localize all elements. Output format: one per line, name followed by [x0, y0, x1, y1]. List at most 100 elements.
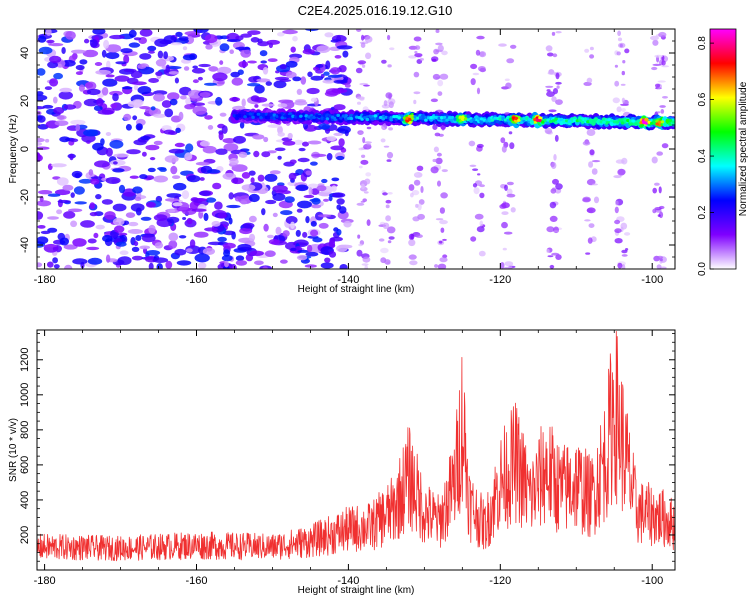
heatmap-cell	[166, 193, 182, 198]
heatmap-cell	[53, 96, 58, 104]
heatmap-cell	[154, 242, 164, 249]
heatmap-cell	[311, 204, 322, 209]
heatmap-cell	[381, 104, 391, 109]
heatmap-ridge-cell	[323, 117, 327, 121]
heatmap-cell	[262, 266, 268, 269]
snr-panel: -180 -160 -140 -120 -100 200 400 600 800 1000 1200…	[8, 329, 676, 596]
colorbar-tick-label: 0.6	[697, 92, 708, 106]
heatmap-ridge-cell	[392, 115, 396, 119]
heatmap-cell	[621, 157, 628, 165]
heatmap-ridge-cell	[543, 118, 548, 122]
heatmap-cell	[382, 222, 390, 229]
heatmap-cell	[356, 202, 365, 206]
heatmap-cell	[510, 207, 516, 213]
snr-y-axis-label: SNR (10 * v/v)	[8, 418, 19, 482]
heatmap-cell	[651, 156, 658, 164]
heatmap-cell	[656, 151, 663, 156]
heatmap-cell	[235, 46, 251, 51]
heatmap-cell	[223, 143, 239, 152]
heatmap-cell	[113, 161, 118, 165]
heatmap-cell	[83, 129, 99, 137]
heatmap-cell	[190, 197, 199, 203]
heatmap-cell	[306, 244, 313, 253]
heatmap-cell	[72, 238, 87, 247]
heatmap-cell	[112, 203, 127, 212]
heatmap-cell	[198, 63, 211, 68]
heatmap-cell	[412, 216, 420, 222]
heatmap-cell	[93, 232, 99, 239]
heatmap-ridge-cell	[413, 115, 418, 119]
heatmap-cells	[37, 29, 675, 269]
heatmap-cell	[336, 198, 345, 205]
heatmap-ridge-cell	[381, 117, 386, 121]
heatmap-cell	[263, 223, 269, 232]
heatmap-ridge-cell	[280, 116, 285, 120]
heatmap-ridge-cell	[580, 120, 585, 124]
heatmap-ridge-cell	[578, 118, 582, 123]
heatmap-cell	[86, 88, 101, 96]
heatmap-cell	[548, 109, 557, 113]
heatmap-cell	[554, 134, 559, 142]
heatmap-ridge-cell	[549, 119, 553, 124]
heatmap-cell	[333, 227, 339, 232]
heatmap-cell	[414, 53, 423, 58]
heatmap-cell	[199, 92, 211, 98]
heatmap-cell	[316, 185, 327, 192]
heatmap-cell	[272, 212, 278, 218]
heatmap-cell	[328, 195, 333, 202]
heatmap-cell	[587, 237, 593, 244]
heatmap-cell	[131, 246, 140, 252]
heatmap-cell	[239, 121, 245, 129]
heatmap-ridge-cell	[559, 117, 564, 121]
heatmap-cell	[88, 169, 94, 176]
heatmap-cell	[222, 138, 237, 144]
heatmap-cell	[241, 184, 256, 191]
heatmap-ridge-cell	[339, 116, 343, 120]
heatmap-ridge-cell	[594, 118, 598, 122]
heatmap-cell	[238, 61, 249, 68]
heatmap-cell	[337, 125, 351, 134]
heatmap-ridge-cell	[541, 120, 545, 124]
heatmap-cell	[381, 124, 387, 131]
heatmap-cell	[616, 51, 621, 56]
heatmap-ridge-cell	[389, 116, 394, 120]
heatmap-cell	[545, 45, 553, 52]
heatmap-ridge-cell	[349, 116, 354, 121]
heatmap-cell	[67, 208, 83, 213]
heatmap-ridge-cell	[612, 120, 617, 124]
heatmap-cell	[37, 94, 48, 101]
heatmap-cell	[74, 201, 87, 205]
heatmap-cell	[617, 30, 621, 37]
heatmap-ridge-cell	[487, 118, 492, 122]
heatmap-cell	[613, 175, 622, 179]
heatmap-cell	[555, 254, 562, 260]
snr-frame	[36, 329, 676, 571]
heatmap-y-tick-label: -40	[19, 237, 31, 253]
heatmap-cell	[432, 158, 438, 163]
heatmap-cell	[620, 222, 628, 230]
heatmap-cell	[168, 232, 179, 242]
heatmap-cell	[546, 91, 555, 97]
heatmap-cell	[266, 39, 281, 45]
heatmap-cell	[218, 131, 224, 141]
heatmap-cell	[310, 188, 320, 196]
heatmap-cell	[105, 132, 112, 136]
heatmap-cell	[325, 60, 331, 70]
heatmap-cell	[131, 81, 147, 86]
heatmap-cell	[166, 216, 180, 224]
heatmap-cell	[174, 248, 187, 256]
heatmap-cell	[358, 131, 364, 135]
snr-y-tick-label: 800	[19, 421, 31, 439]
heatmap-cell	[42, 104, 54, 109]
heatmap-cell	[223, 249, 231, 257]
heatmap-ridge-cell	[235, 114, 239, 118]
snr-y-tick-label: 1000	[19, 383, 31, 407]
heatmap-cell	[217, 236, 227, 242]
heatmap-ridge-cell	[285, 114, 290, 118]
heatmap-cell	[472, 183, 478, 188]
heatmap-cell	[150, 106, 156, 111]
heatmap-ridge-cell	[634, 122, 638, 126]
heatmap-cell	[128, 42, 141, 48]
heatmap-cell	[211, 220, 221, 227]
